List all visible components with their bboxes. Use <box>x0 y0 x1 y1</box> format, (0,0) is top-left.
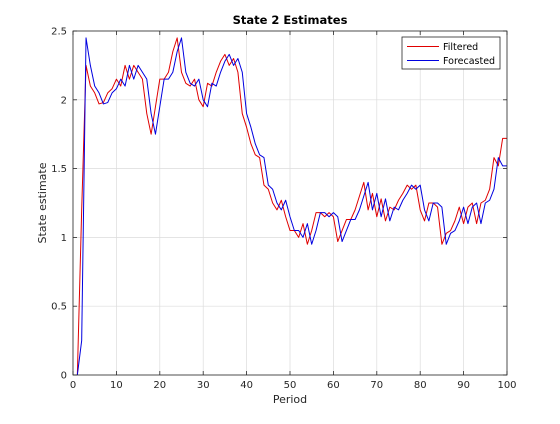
y-tick-label: 1.5 <box>51 164 67 175</box>
legend: Filtered Forecasted <box>401 36 501 70</box>
x-tick-label: 50 <box>284 380 297 391</box>
legend-forecasted-label: Forecasted <box>443 56 495 67</box>
series-group <box>76 37 507 376</box>
y-tick-label: 2 <box>61 95 67 106</box>
y-tick-label: 2.5 <box>51 27 67 38</box>
chart-title: State 2 Estimates <box>233 13 348 27</box>
y-tick-label: 0.5 <box>51 302 67 313</box>
x-tick-label: 60 <box>327 380 340 391</box>
legend-filtered-label: Filtered <box>443 42 478 53</box>
x-tick-label: 10 <box>110 380 123 391</box>
series-line-forecasted <box>76 37 507 376</box>
x-axis-label: Period <box>273 393 307 406</box>
y-tick-label: 0 <box>61 371 67 382</box>
x-tick-label: 80 <box>414 380 427 391</box>
y-tick-label: 1 <box>61 233 67 244</box>
x-tick-label: 90 <box>457 380 470 391</box>
series-line-filtered <box>76 37 507 376</box>
ticks: 0 10 20 30 40 50 60 70 80 90 100 0 0.5 1 1.5 2 2.5 <box>51 27 516 392</box>
y-axis-label: State estimate <box>36 162 49 243</box>
x-tick-label: 0 <box>70 380 76 391</box>
x-tick-label: 20 <box>153 380 166 391</box>
x-tick-label: 30 <box>197 380 210 391</box>
x-tick-label: 70 <box>370 380 383 391</box>
legend-box <box>401 36 501 70</box>
x-tick-label: 40 <box>240 380 253 391</box>
x-tick-label: 100 <box>497 380 516 391</box>
